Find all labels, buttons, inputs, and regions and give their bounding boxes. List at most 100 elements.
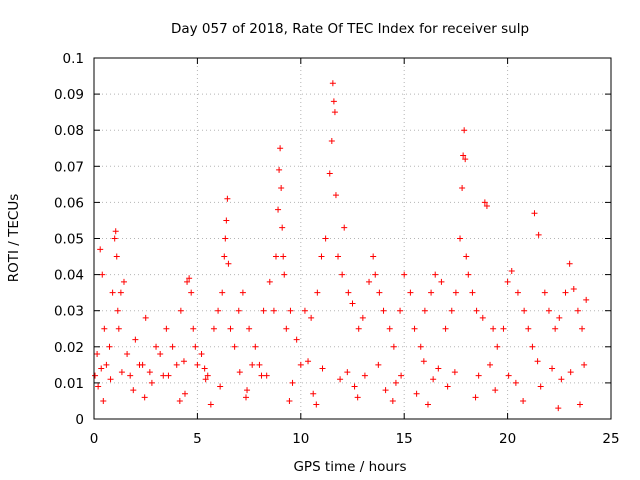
data-point bbox=[258, 372, 265, 379]
data-point bbox=[92, 372, 99, 379]
x-tick-label: 10 bbox=[292, 431, 309, 447]
data-point bbox=[341, 224, 348, 231]
data-point bbox=[442, 325, 449, 332]
data-point bbox=[176, 397, 183, 404]
data-point bbox=[579, 325, 586, 332]
data-point bbox=[555, 405, 562, 412]
data-point bbox=[355, 325, 362, 332]
data-point bbox=[99, 271, 106, 278]
data-point bbox=[370, 253, 377, 260]
y-tick-label: 0.07 bbox=[54, 159, 84, 175]
data-point bbox=[165, 372, 172, 379]
y-axis-label: ROTI / TECUs bbox=[6, 194, 22, 282]
data-point bbox=[534, 358, 541, 365]
data-point bbox=[217, 383, 224, 390]
data-point bbox=[380, 307, 387, 314]
data-point bbox=[142, 314, 149, 321]
data-point bbox=[313, 401, 320, 408]
data-point bbox=[124, 351, 131, 358]
data-point bbox=[500, 325, 507, 332]
data-point bbox=[420, 358, 427, 365]
data-point bbox=[432, 271, 439, 278]
data-point bbox=[112, 228, 119, 235]
chart-title: Day 057 of 2018, Rate Of TEC Index for r… bbox=[171, 21, 529, 37]
data-point bbox=[490, 325, 497, 332]
data-point bbox=[459, 184, 466, 191]
y-tick-label: 0.08 bbox=[54, 123, 84, 139]
data-point bbox=[413, 390, 420, 397]
data-point bbox=[411, 325, 418, 332]
data-point bbox=[366, 278, 373, 285]
data-point bbox=[190, 325, 197, 332]
data-point bbox=[344, 369, 351, 376]
data-point bbox=[504, 278, 511, 285]
data-point bbox=[417, 343, 424, 350]
data-point bbox=[115, 325, 122, 332]
data-point bbox=[361, 372, 368, 379]
data-point bbox=[301, 307, 308, 314]
data-point bbox=[463, 253, 470, 260]
x-tick-label: 20 bbox=[499, 431, 516, 447]
data-point bbox=[114, 307, 121, 314]
data-point bbox=[529, 343, 536, 350]
data-point bbox=[163, 325, 170, 332]
data-point bbox=[386, 325, 393, 332]
data-point bbox=[407, 289, 414, 296]
data-point bbox=[242, 394, 249, 401]
data-point bbox=[465, 271, 472, 278]
data-point bbox=[349, 300, 356, 307]
data-point bbox=[310, 390, 317, 397]
data-point bbox=[558, 376, 565, 383]
y-tick-label: 0.05 bbox=[54, 232, 84, 248]
data-point bbox=[148, 379, 155, 386]
data-point bbox=[275, 206, 282, 213]
data-point bbox=[308, 314, 315, 321]
y-tick-label: 0.1 bbox=[63, 51, 84, 67]
data-point bbox=[435, 365, 442, 372]
data-point bbox=[326, 170, 333, 177]
data-point bbox=[545, 307, 552, 314]
data-point bbox=[512, 379, 519, 386]
data-point bbox=[549, 365, 556, 372]
data-point bbox=[249, 361, 256, 368]
data-point bbox=[460, 152, 467, 159]
data-point bbox=[244, 387, 251, 394]
data-point bbox=[157, 351, 164, 358]
data-point bbox=[272, 253, 279, 260]
data-point bbox=[107, 376, 114, 383]
data-point bbox=[186, 275, 193, 282]
data-point bbox=[322, 235, 329, 242]
data-point bbox=[462, 156, 469, 163]
data-point bbox=[372, 271, 379, 278]
data-point bbox=[451, 369, 458, 376]
data-point bbox=[201, 365, 208, 372]
data-point bbox=[297, 361, 304, 368]
data-point bbox=[103, 361, 110, 368]
data-point bbox=[505, 372, 512, 379]
data-point bbox=[531, 210, 538, 217]
data-point bbox=[270, 307, 277, 314]
y-tick-label: 0.01 bbox=[54, 376, 84, 392]
data-point bbox=[392, 379, 399, 386]
data-point bbox=[260, 307, 267, 314]
data-point bbox=[339, 271, 346, 278]
data-point bbox=[337, 376, 344, 383]
data-point bbox=[222, 235, 229, 242]
data-point bbox=[331, 109, 338, 116]
grid-lines bbox=[94, 58, 611, 419]
data-point bbox=[118, 369, 125, 376]
data-point bbox=[177, 307, 184, 314]
data-point bbox=[94, 351, 101, 358]
x-tick-label: 5 bbox=[193, 431, 202, 447]
data-point bbox=[98, 365, 105, 372]
data-point bbox=[198, 351, 205, 358]
data-point bbox=[520, 397, 527, 404]
data-point bbox=[252, 343, 259, 350]
data-point bbox=[401, 271, 408, 278]
data-point bbox=[169, 343, 176, 350]
data-point bbox=[180, 358, 187, 365]
data-point bbox=[239, 289, 246, 296]
data-point bbox=[277, 145, 284, 152]
data-point bbox=[319, 365, 326, 372]
